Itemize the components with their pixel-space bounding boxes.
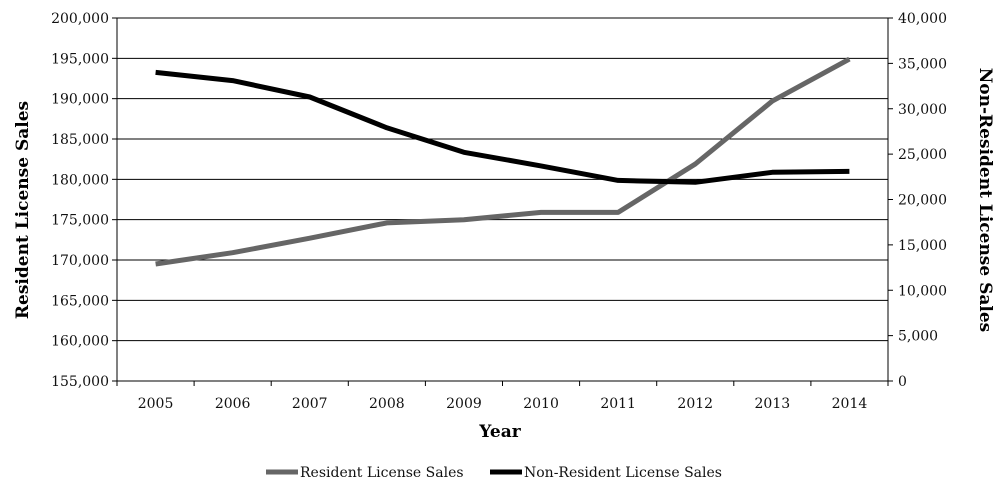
left-tick-label: 180,000: [51, 172, 109, 188]
x-tick-label: 2013: [755, 396, 791, 412]
right-tick-label: 30,000: [898, 102, 947, 118]
gridlines: [117, 17, 888, 382]
left-tick-label: 165,000: [51, 293, 109, 309]
x-tick-label: 2008: [369, 396, 405, 412]
series-line-non-resident: [155, 69, 850, 185]
plot-area-frame: [116, 17, 889, 382]
left-tick-label: 175,000: [51, 213, 109, 229]
left-tick-label: 170,000: [51, 253, 109, 269]
right-axis-ticks: 0 5,000 10,000 15,000 20,000 25,000 30,000 35,0…: [888, 11, 947, 390]
left-tick-label: 160,000: [51, 334, 109, 350]
left-tick-label: 155,000: [51, 374, 109, 390]
x-tick-label: 2006: [215, 396, 251, 412]
left-tick-label: 190,000: [51, 92, 109, 108]
left-axis-title: Resident License Sales: [13, 101, 33, 319]
right-tick-label: 20,000: [898, 193, 947, 209]
right-axis-title: Non-Resident License Sales: [975, 68, 995, 332]
x-tick-label: 2005: [138, 396, 174, 412]
left-axis-ticks: 155,000 160,000 165,000 170,000 175,000 180,0…: [51, 11, 117, 390]
x-axis-ticks: 2005 2006 2007 2008 2009 2010 2011 2012 2013 2014: [116, 381, 889, 412]
right-tick-label: 0: [898, 374, 907, 390]
series-line-resident: [155, 56, 851, 267]
x-tick-label: 2009: [446, 396, 482, 412]
legend-label-non-resident: Non-Resident License Sales: [524, 465, 722, 481]
right-tick-label: 35,000: [898, 56, 947, 72]
x-tick-label: 2007: [292, 396, 328, 412]
right-tick-label: 5,000: [898, 329, 938, 345]
right-tick-label: 15,000: [898, 238, 947, 254]
series-lines: [155, 56, 851, 267]
right-tick-label: 25,000: [898, 147, 947, 163]
x-tick-label: 2011: [600, 396, 636, 412]
left-tick-label: 195,000: [51, 51, 109, 67]
right-tick-label: 10,000: [898, 283, 947, 299]
left-tick-label: 185,000: [51, 132, 109, 148]
x-tick-label: 2012: [677, 396, 713, 412]
legend-label-resident: Resident License Sales: [300, 465, 464, 481]
legend: Resident License Sales Non-Resident Lice…: [266, 465, 722, 481]
right-tick-label: 40,000: [898, 11, 947, 27]
left-tick-label: 200,000: [51, 11, 109, 27]
x-axis-title: Year: [478, 422, 521, 442]
x-tick-label: 2014: [832, 396, 868, 412]
x-tick-label: 2010: [523, 396, 559, 412]
